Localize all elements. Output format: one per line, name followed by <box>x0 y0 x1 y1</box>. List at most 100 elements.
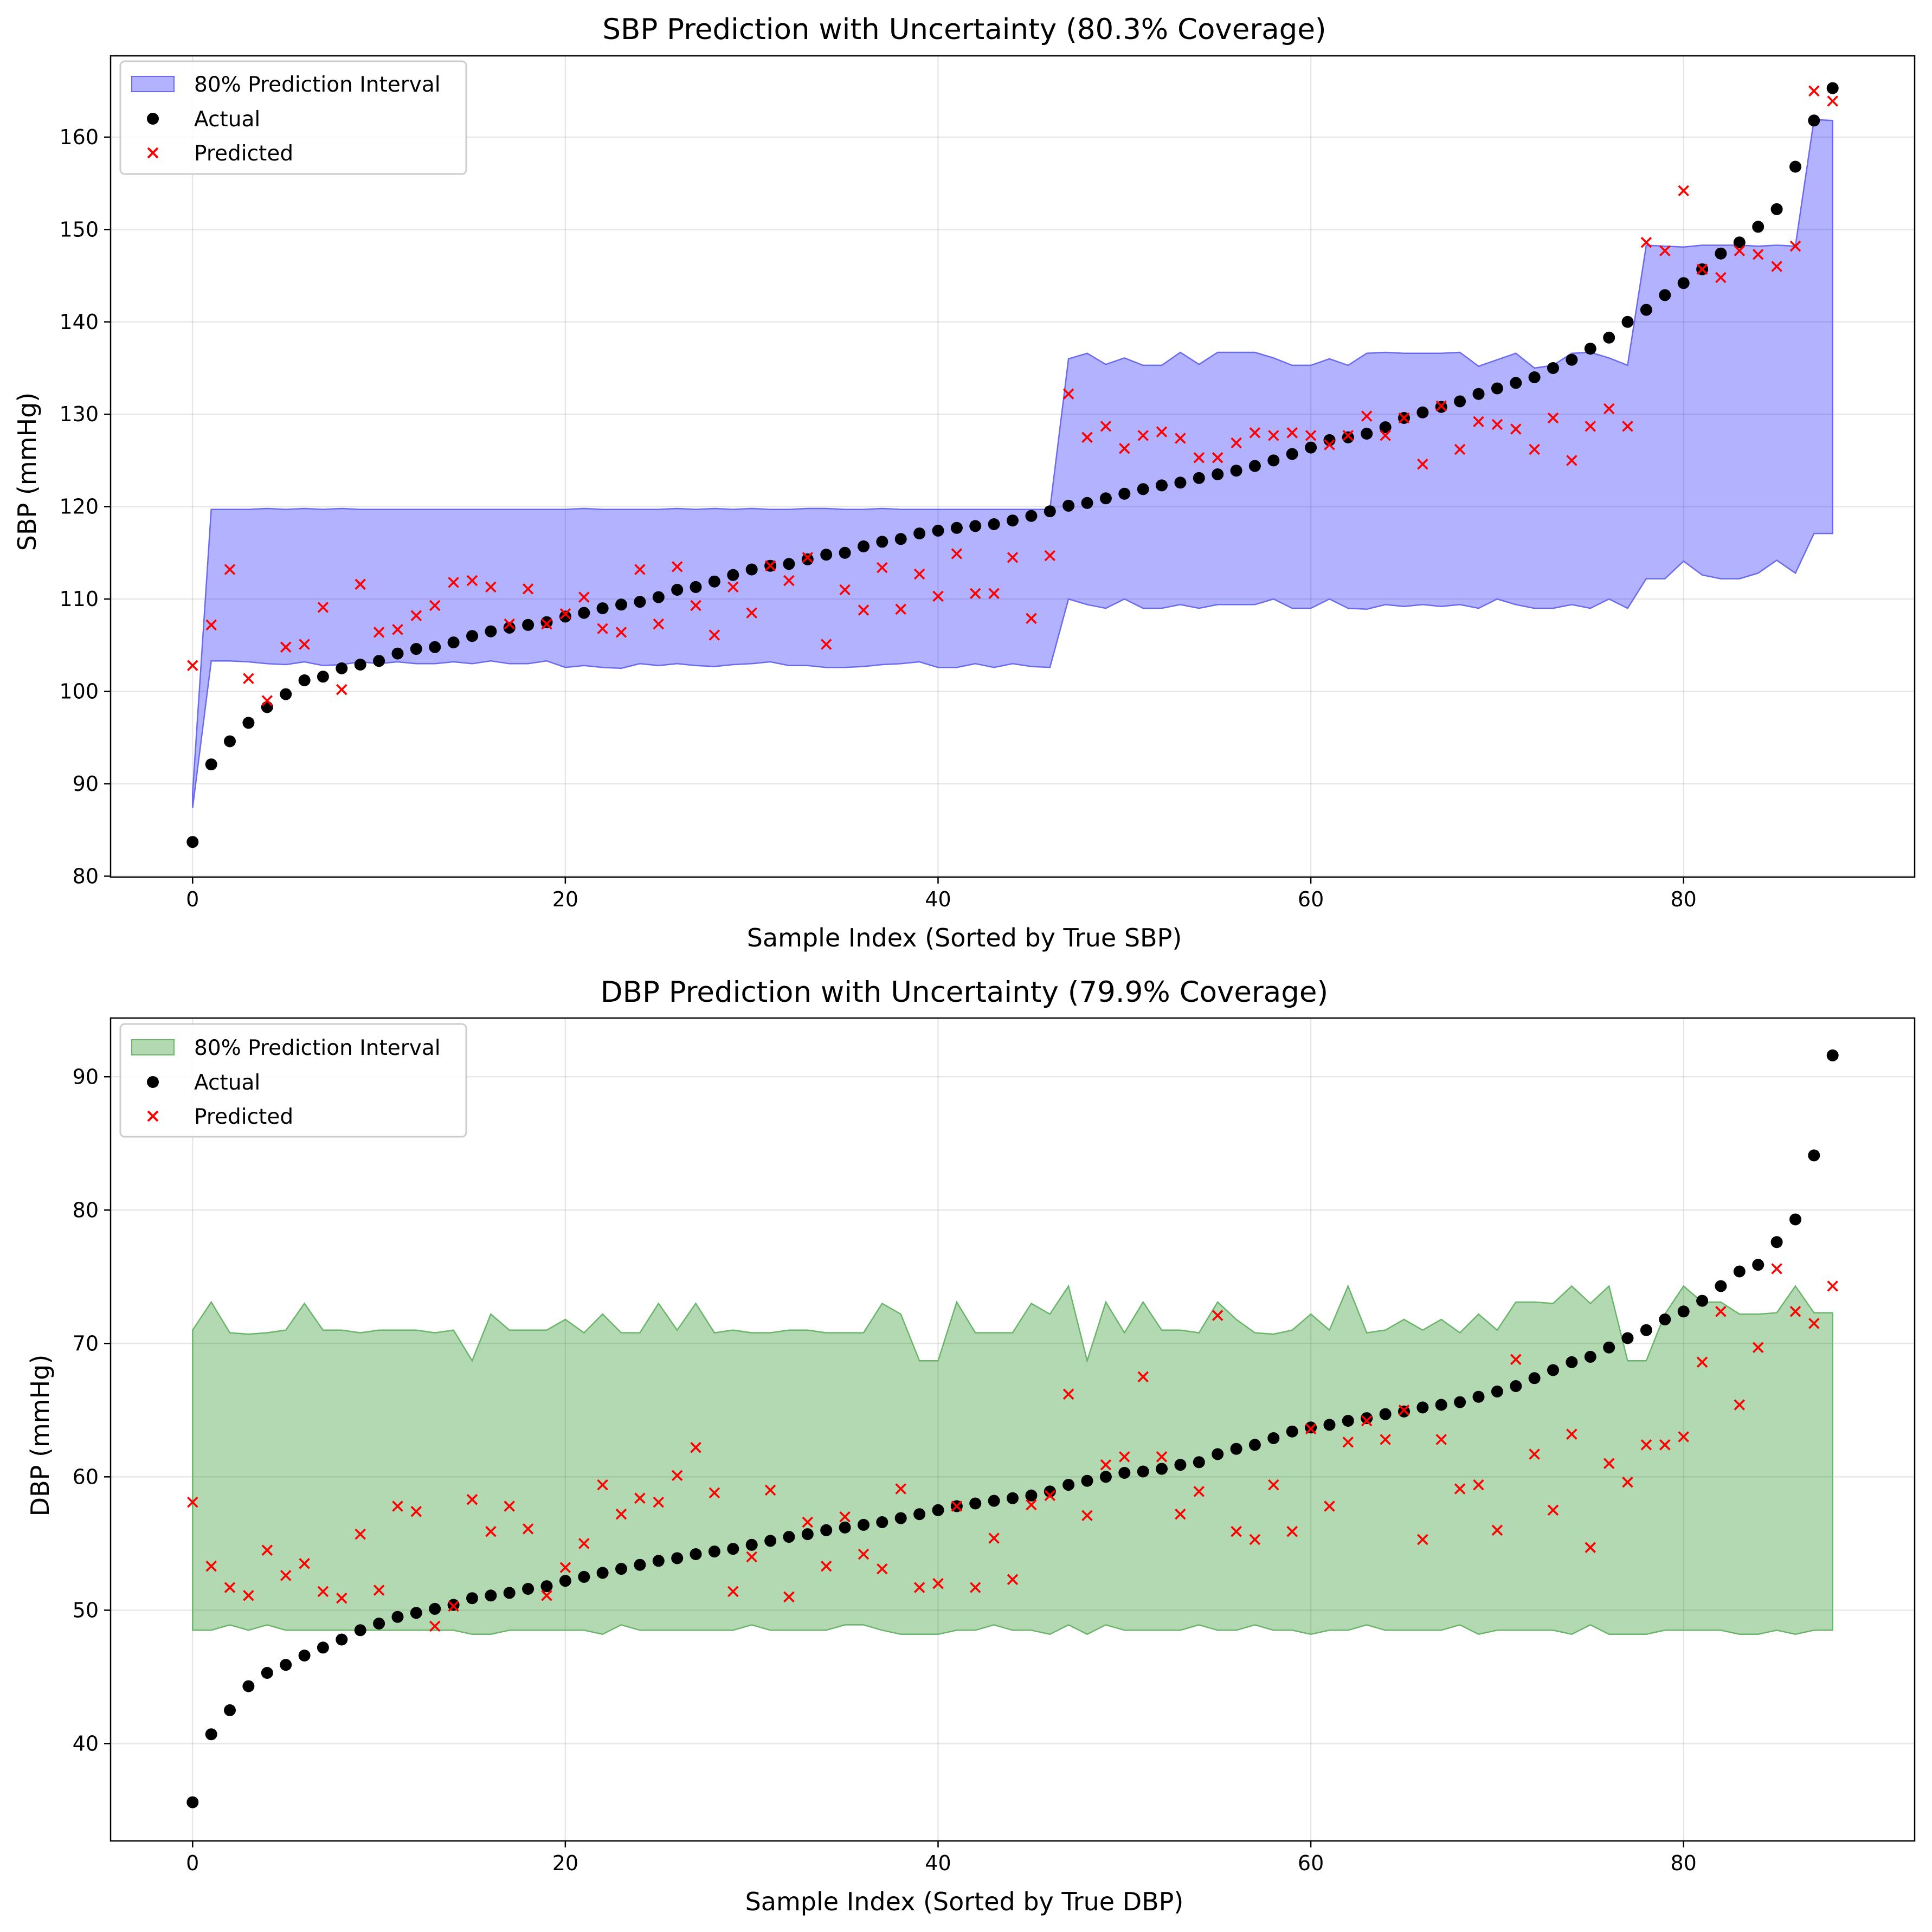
sbp-axes-frame <box>110 55 1916 878</box>
dbp-actual-point-50 <box>1118 1467 1131 1479</box>
sbp-actual-point-43 <box>988 518 1000 530</box>
dbp-predicted-point-18 <box>522 1523 534 1535</box>
sbp-actual-point-11 <box>391 647 404 660</box>
sbp-predicted-point-39 <box>913 568 925 580</box>
dbp-actual-point-2 <box>224 1704 236 1716</box>
sbp-y-axis-label: SBP (mmHg) <box>12 392 42 551</box>
sbp-predicted-point-69 <box>1473 416 1484 428</box>
dbp-actual-point-10 <box>373 1618 385 1630</box>
sbp-actual-point-24 <box>634 596 646 608</box>
sbp-predicted-point-1 <box>205 619 217 631</box>
sbp-predicted-point-21 <box>578 591 590 603</box>
sbp-predicted-point-55 <box>1212 452 1223 463</box>
dbp-chart-title: DBP Prediction with Uncertainty (79.9% C… <box>601 976 1328 1009</box>
sbp-actual-point-66 <box>1416 406 1429 418</box>
dbp-plot-frame <box>110 1017 1916 1842</box>
dbp-actual-point-0 <box>186 1796 199 1808</box>
dbp-actual-point-80 <box>1677 1305 1690 1318</box>
sbp-predicted-point-5 <box>280 641 292 653</box>
dbp-x-tick-label-80: 80 <box>1671 1851 1697 1875</box>
dbp-predicted-point-50 <box>1119 1451 1130 1463</box>
sbp-predicted-point-74 <box>1566 455 1577 466</box>
dbp-predicted-point-16 <box>485 1525 497 1537</box>
dbp-y-tick-label-40: 40 <box>73 1731 99 1755</box>
dbp-predicted-point-63 <box>1361 1415 1373 1427</box>
dbp-predicted-point-29 <box>727 1586 739 1598</box>
dbp-actual-point-69 <box>1472 1390 1485 1403</box>
sbp-predicted-point-49 <box>1100 421 1112 432</box>
sbp-predicted-point-82 <box>1715 272 1727 284</box>
dbp-predicted-point-69 <box>1473 1479 1484 1491</box>
sbp-predicted-point-65 <box>1398 412 1410 424</box>
dbp-predicted-point-51 <box>1137 1371 1149 1383</box>
dbp-actual-point-20 <box>559 1575 571 1587</box>
sbp-y-tick-label-140: 140 <box>59 310 99 334</box>
sbp-predicted-point-36 <box>858 604 870 616</box>
sbp-actual-point-35 <box>839 546 851 559</box>
sbp-actual-point-37 <box>876 536 888 548</box>
dbp-predicted-point-67 <box>1435 1434 1447 1445</box>
sbp-predicted-point-26 <box>671 561 683 572</box>
dbp-actual-point-51 <box>1137 1465 1149 1478</box>
dbp-predicted-point-53 <box>1175 1508 1186 1520</box>
dbp-actual-point-68 <box>1454 1396 1466 1408</box>
dbp-predicted-point-81 <box>1696 1356 1708 1368</box>
sbp-actual-point-85 <box>1770 203 1783 215</box>
sbp-y-tick-label-90: 90 <box>73 772 99 796</box>
sbp-predicted-point-78 <box>1640 236 1652 248</box>
dbp-predicted-point-86 <box>1789 1306 1801 1317</box>
dbp-predicted-point-28 <box>709 1487 720 1499</box>
sbp-predicted-point-4 <box>261 695 273 706</box>
sbp-actual-point-8 <box>336 662 348 674</box>
sbp-actual-point-2 <box>224 735 236 748</box>
sbp-actual-point-39 <box>913 527 926 540</box>
dbp-actual-point-76 <box>1603 1341 1615 1354</box>
sbp-predicted-point-63 <box>1361 410 1373 422</box>
sbp-predicted-point-54 <box>1193 452 1205 463</box>
dbp-actual-point-40 <box>932 1504 944 1516</box>
dbp-predicted-point-17 <box>504 1500 515 1512</box>
sbp-actual-point-76 <box>1603 331 1615 344</box>
sbp-predicted-point-85 <box>1771 261 1782 272</box>
dbp-predicted-point-43 <box>988 1532 1000 1544</box>
dbp-predicted-point-6 <box>299 1558 310 1569</box>
sbp-actual-point-21 <box>578 607 590 619</box>
sbp-legend-band-swatch <box>131 76 175 92</box>
sbp-predicted-point-42 <box>969 588 981 600</box>
dbp-x-tick-label-40: 40 <box>925 1851 951 1875</box>
dbp-predicted-point-44 <box>1007 1574 1019 1586</box>
dbp-predicted-point-31 <box>764 1484 776 1496</box>
dbp-actual-point-57 <box>1248 1439 1261 1451</box>
sbp-predicted-point-80 <box>1678 185 1689 197</box>
sbp-actual-point-44 <box>1007 514 1019 527</box>
sbp-predicted-point-28 <box>709 629 720 641</box>
sbp-actual-point-71 <box>1510 377 1522 389</box>
sbp-predicted-point-53 <box>1175 433 1186 444</box>
sbp-legend-label-predicted: Predicted <box>194 141 293 166</box>
sbp-actual-point-59 <box>1286 448 1298 460</box>
sbp-predicted-point-44 <box>1007 552 1019 563</box>
sbp-predicted-point-18 <box>522 583 534 595</box>
sbp-actual-point-74 <box>1566 353 1578 366</box>
dbp-actual-point-67 <box>1435 1399 1447 1411</box>
dbp-predicted-point-45 <box>1026 1499 1037 1511</box>
sbp-y-tick-label-120: 120 <box>59 495 99 519</box>
dbp-predicted-point-2 <box>224 1582 236 1593</box>
dbp-actual-point-81 <box>1696 1295 1709 1307</box>
sbp-actual-point-17 <box>503 621 516 634</box>
sbp-predicted-point-66 <box>1417 458 1428 470</box>
sbp-actual-point-57 <box>1248 460 1261 472</box>
dbp-predicted-point-65 <box>1398 1405 1410 1416</box>
dbp-legend-label-actual: Actual <box>194 1071 260 1095</box>
sbp-actual-point-70 <box>1491 382 1503 395</box>
sbp-actual-point-58 <box>1267 454 1280 467</box>
sbp-actual-point-60 <box>1305 441 1317 454</box>
dbp-actual-point-3 <box>242 1680 255 1692</box>
dbp-actual-point-24 <box>634 1559 646 1571</box>
sbp-actual-point-34 <box>820 549 833 561</box>
sbp-predicted-point-43 <box>988 588 1000 600</box>
sbp-actual-point-9 <box>354 659 366 671</box>
dbp-actual-point-31 <box>764 1535 777 1547</box>
dbp-interval-area <box>192 1284 1833 1635</box>
